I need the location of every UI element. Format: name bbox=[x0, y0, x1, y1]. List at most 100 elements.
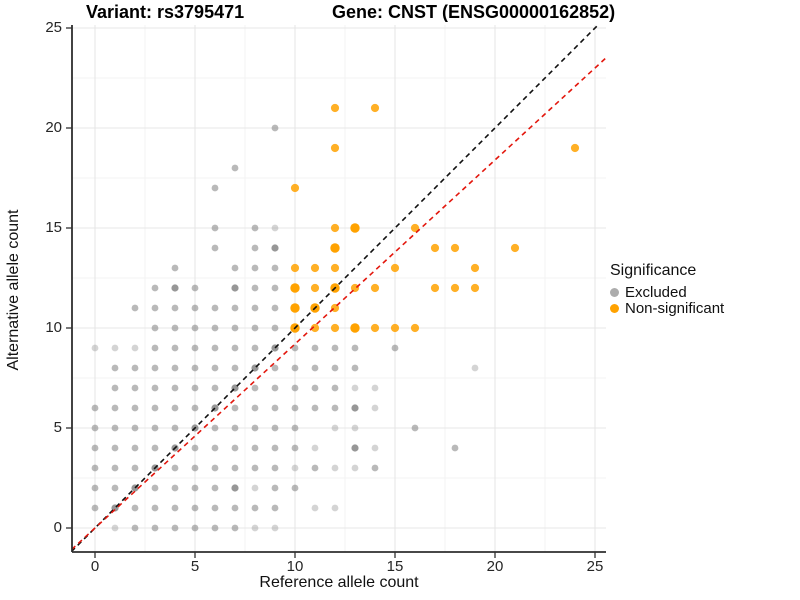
excluded-point bbox=[191, 404, 199, 412]
excluded-point bbox=[331, 384, 339, 392]
excluded-point bbox=[271, 384, 279, 392]
excluded-point bbox=[251, 504, 259, 512]
excluded-point bbox=[171, 464, 179, 472]
excluded-point bbox=[271, 264, 279, 272]
excluded-point bbox=[211, 524, 219, 532]
excluded-point bbox=[191, 324, 199, 332]
excluded-point bbox=[191, 444, 199, 452]
non-significant-dot-icon bbox=[610, 303, 619, 313]
excluded-point bbox=[191, 524, 199, 532]
excluded-point bbox=[171, 344, 179, 352]
excluded-point bbox=[291, 424, 299, 432]
excluded-point bbox=[91, 404, 99, 412]
excluded-point bbox=[271, 304, 279, 312]
excluded-point bbox=[171, 384, 179, 392]
excluded-point bbox=[271, 424, 279, 432]
excluded-point bbox=[271, 524, 279, 532]
excluded-point bbox=[371, 444, 379, 452]
legend: Significance Excluded Non-significant bbox=[610, 262, 725, 317]
excluded-point bbox=[231, 344, 239, 352]
excluded-point bbox=[251, 524, 259, 532]
excluded-point bbox=[311, 444, 319, 452]
excluded-point bbox=[151, 364, 159, 372]
excluded-point bbox=[231, 404, 239, 412]
excluded-point bbox=[171, 304, 179, 312]
excluded-point bbox=[251, 264, 259, 272]
excluded-point bbox=[231, 324, 239, 332]
excluded-point bbox=[111, 524, 119, 532]
excluded-point bbox=[231, 484, 239, 492]
non-significant-point bbox=[350, 323, 360, 333]
excluded-point bbox=[331, 404, 339, 412]
excluded-point bbox=[251, 464, 259, 472]
excluded-point bbox=[111, 464, 119, 472]
excluded-point bbox=[291, 404, 299, 412]
non-significant-point bbox=[310, 263, 320, 273]
excluded-point bbox=[351, 444, 359, 452]
non-significant-point bbox=[290, 263, 300, 273]
excluded-point bbox=[251, 244, 259, 252]
y-tick-label: 0 bbox=[53, 519, 62, 536]
excluded-point bbox=[231, 424, 239, 432]
excluded-point bbox=[271, 364, 279, 372]
excluded-point bbox=[211, 384, 219, 392]
non-significant-point bbox=[290, 303, 300, 313]
excluded-point bbox=[331, 424, 339, 432]
legend-item-label: Non-significant bbox=[625, 299, 725, 317]
excluded-point bbox=[211, 224, 219, 232]
y-tick-label: 15 bbox=[45, 219, 62, 236]
excluded-point bbox=[251, 484, 259, 492]
excluded-point bbox=[211, 304, 219, 312]
excluded-point bbox=[211, 184, 219, 192]
excluded-point bbox=[191, 504, 199, 512]
excluded-point bbox=[371, 404, 379, 412]
x-tick-label: 5 bbox=[190, 558, 200, 575]
y-tick-label: 25 bbox=[45, 19, 62, 36]
y-tick-label: 20 bbox=[45, 119, 62, 136]
legend-item-nonsignificant: Non-significant bbox=[610, 299, 725, 317]
excluded-point bbox=[211, 484, 219, 492]
excluded-point bbox=[311, 504, 319, 512]
excluded-point bbox=[131, 384, 139, 392]
excluded-point bbox=[211, 344, 219, 352]
non-significant-point bbox=[330, 243, 340, 253]
excluded-point bbox=[171, 284, 179, 292]
minor-gridlines bbox=[72, 25, 606, 552]
excluded-point bbox=[231, 524, 239, 532]
non-significant-point bbox=[290, 183, 300, 193]
excluded-point bbox=[251, 344, 259, 352]
non-significant-point bbox=[370, 283, 380, 293]
excluded-point bbox=[331, 504, 339, 512]
excluded-point bbox=[111, 364, 119, 372]
excluded-point bbox=[231, 364, 239, 372]
excluded-point bbox=[151, 484, 159, 492]
non-significant-point bbox=[310, 283, 320, 293]
excluded-point bbox=[191, 384, 199, 392]
excluded-point bbox=[171, 404, 179, 412]
non-significant-point bbox=[370, 323, 380, 333]
non-significant-point bbox=[350, 223, 360, 233]
y-axis-title: Alternative allele count bbox=[5, 209, 22, 371]
x-tick-label: 10 bbox=[286, 558, 304, 575]
excluded-point bbox=[211, 424, 219, 432]
excluded-point bbox=[231, 464, 239, 472]
axes bbox=[71, 25, 606, 553]
excluded-point bbox=[171, 324, 179, 332]
excluded-point bbox=[171, 524, 179, 532]
excluded-point bbox=[211, 244, 219, 252]
excluded-point bbox=[311, 464, 319, 472]
excluded-point bbox=[371, 384, 379, 392]
excluded-point bbox=[271, 404, 279, 412]
excluded-point bbox=[271, 464, 279, 472]
excluded-point bbox=[171, 264, 179, 272]
legend-title: Significance bbox=[610, 262, 697, 279]
legend-item-excluded: Excluded bbox=[610, 284, 724, 301]
excluded-point bbox=[251, 224, 259, 232]
excluded-point bbox=[291, 364, 299, 372]
excluded-point bbox=[151, 404, 159, 412]
excluded-point bbox=[391, 344, 399, 352]
non-significant-point bbox=[290, 283, 300, 293]
excluded-point bbox=[111, 404, 119, 412]
